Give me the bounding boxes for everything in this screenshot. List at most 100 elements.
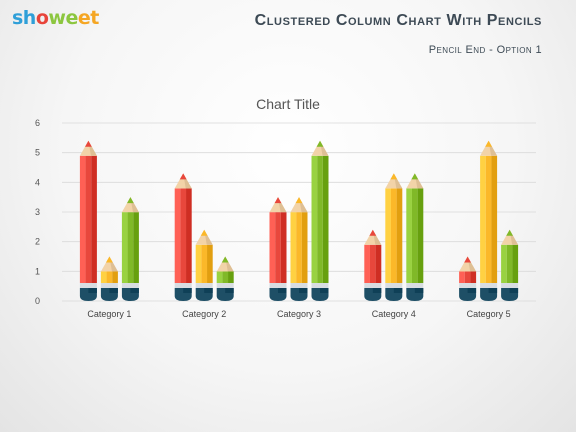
pencil-band (406, 283, 424, 288)
pencil-bar (311, 140, 329, 301)
pencil-body-right (491, 155, 498, 283)
category-label: Category 5 (467, 309, 511, 319)
pencil-lead (506, 229, 513, 236)
pencil-cap-shade (183, 288, 192, 293)
pencil-body-mid (85, 155, 92, 283)
pencil-body-right (207, 244, 213, 283)
pencil-bar (480, 140, 498, 301)
pencil-cap-shade (488, 288, 498, 293)
pencil-bar (406, 173, 424, 301)
pencil-bar (174, 173, 192, 301)
pencil-body-left (290, 212, 297, 283)
pencil-lead (85, 140, 92, 147)
brand-part-1: sh (12, 7, 36, 29)
pencil-body-right (186, 188, 192, 283)
pencil-body-right (417, 188, 424, 283)
pencil-body-left (311, 155, 318, 283)
pencil-lead (200, 229, 208, 236)
pencil-body-right (322, 155, 329, 283)
pencil-band (195, 283, 213, 288)
pencil-band (501, 283, 519, 288)
pencil-body-mid (275, 212, 281, 283)
pencil-band (480, 283, 498, 288)
page-title: Clustered Column Chart With Pencils (254, 12, 542, 29)
chart-title: Chart Title (256, 96, 320, 112)
pencil-bar (459, 256, 477, 301)
pencil-lead (127, 197, 134, 204)
pencil-body-right (375, 244, 382, 283)
brand-logo: showeet (12, 7, 99, 29)
pencil-body-right (112, 271, 118, 283)
y-tick-label: 6 (35, 118, 40, 128)
y-tick-label: 5 (35, 148, 40, 158)
pencil-band (364, 283, 382, 288)
pencil-lead (411, 173, 419, 180)
y-tick-label: 2 (35, 237, 40, 247)
pencil-bar (79, 140, 97, 301)
pencil-lead (295, 197, 303, 204)
category-label: Category 3 (277, 309, 321, 319)
pencil-body-mid (127, 212, 134, 283)
pencil-wood-shade (299, 197, 308, 213)
pencil-band (290, 283, 308, 288)
brand-part-3: we (48, 7, 78, 29)
pencil-cap-shade (509, 288, 519, 293)
pencil-lead (179, 173, 187, 180)
pencil-body-right (396, 188, 403, 283)
pencil-body-mid (201, 244, 208, 283)
category-label: Category 4 (372, 309, 416, 319)
brand-part-4: et (77, 7, 99, 29)
pencil-lead (274, 197, 282, 204)
pencil-body-mid (464, 271, 471, 283)
pencil-lead (390, 173, 398, 180)
bars-layer (79, 140, 519, 301)
pencil-bar (290, 197, 308, 301)
pencil-body-mid (506, 244, 513, 283)
pencil-body-mid (369, 244, 376, 283)
pencil-cap-shade (130, 288, 139, 293)
pencil-cap-shade (393, 288, 403, 293)
pencil-body-right (301, 212, 308, 283)
axis-layer: 0 1 2 3 4 5 6 Category 1 Category 2 Category 3 Cat… (35, 118, 511, 319)
pencil-cap-shade (299, 288, 308, 293)
pencil-cap-shade (109, 288, 118, 293)
pencil-band (100, 283, 118, 288)
pencil-cap-shade (372, 288, 382, 293)
pencil-body-left (501, 244, 507, 283)
pencil-bar (269, 197, 287, 301)
pencil-wood-shade (509, 229, 519, 245)
pencil-body-mid (296, 212, 302, 283)
pencil-body-left (195, 244, 202, 283)
pencil-wood-shade (467, 256, 477, 272)
category-label: Category 2 (182, 309, 226, 319)
pencil-band (174, 283, 192, 288)
y-tick-label: 1 (35, 266, 40, 276)
pencil-band (311, 283, 329, 288)
pencil-body-left (121, 212, 128, 283)
pencil-bar (100, 256, 118, 301)
pencil-cap-shade (414, 288, 424, 293)
pencil-band (459, 283, 477, 288)
pencil-bar (385, 173, 403, 301)
pencil-bar (364, 229, 382, 301)
pencil-lead (369, 229, 377, 236)
pencil-wood-shade (278, 197, 287, 213)
pencil-bar (501, 229, 519, 301)
pencil-wood-shade (488, 140, 498, 156)
pencil-body-mid (485, 155, 492, 283)
pencil-body-mid (106, 271, 113, 283)
pencil-body-left (216, 271, 223, 283)
pencil-body-left (480, 155, 486, 283)
pencil-body-mid (222, 271, 229, 283)
pencil-body-right (133, 212, 139, 283)
y-tick-label: 3 (35, 207, 40, 217)
pencil-lead (464, 256, 471, 263)
pencil-cap-shade (320, 288, 329, 293)
page-subtitle: Pencil End - Option 1 (428, 44, 542, 56)
pencil-body-left (459, 271, 465, 283)
pencil-body-mid (411, 188, 418, 283)
pencil-body-left (79, 155, 86, 283)
pencil-body-left (100, 271, 107, 283)
pencil-cap-shade (278, 288, 287, 293)
